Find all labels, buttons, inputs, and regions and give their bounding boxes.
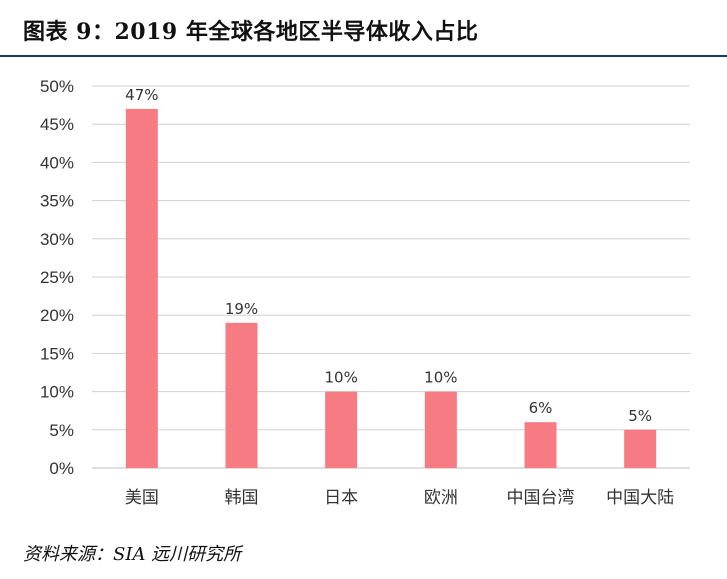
y-tick-label: 35% (40, 192, 74, 211)
y-tick-label: 40% (40, 153, 74, 172)
bar-chart: 0% 5% 10% 15% 20% 25% 30% 35% 40% 45% 50% 47% 美国 19% 韩… (0, 58, 727, 520)
x-tick-label: 美国 (125, 488, 159, 508)
y-tick-label: 5% (49, 421, 74, 440)
data-label: 6% (529, 399, 553, 417)
bar (125, 108, 158, 469)
y-tick-label: 10% (40, 383, 74, 402)
bar (524, 422, 557, 468)
bar (424, 391, 457, 468)
y-tick-label: 50% (40, 77, 74, 96)
x-tick-label: 韩国 (225, 488, 259, 508)
x-tick-label: 中国大陆 (606, 488, 674, 508)
x-tick-label: 中国台湾 (507, 488, 575, 508)
y-tick-label: 45% (40, 115, 74, 134)
y-tick-label: 25% (40, 268, 74, 287)
data-label: 10% (424, 369, 457, 387)
title-divider (0, 55, 727, 57)
x-tick-label: 日本 (324, 488, 358, 508)
bar (225, 322, 258, 468)
bar (624, 429, 657, 468)
data-label: 47% (125, 86, 158, 104)
y-tick-label: 15% (40, 344, 74, 363)
y-tick-label: 30% (40, 230, 74, 249)
y-tick-label: 0% (49, 459, 74, 478)
data-label: 10% (324, 369, 357, 387)
bar (325, 391, 358, 468)
data-label: 19% (225, 300, 258, 318)
bar-chart-svg: 0% 5% 10% 15% 20% 25% 30% 35% 40% 45% 50% 47% 美国 19% 韩… (40, 77, 690, 508)
source-note: 资料来源：SIA 远川研究所 (23, 544, 242, 565)
chart-title: 图表 9：2019 年全球各地区半导体收入占比 (23, 19, 479, 45)
x-tick-label: 欧洲 (424, 488, 458, 508)
data-label: 5% (628, 407, 652, 425)
y-tick-label: 20% (40, 306, 74, 325)
